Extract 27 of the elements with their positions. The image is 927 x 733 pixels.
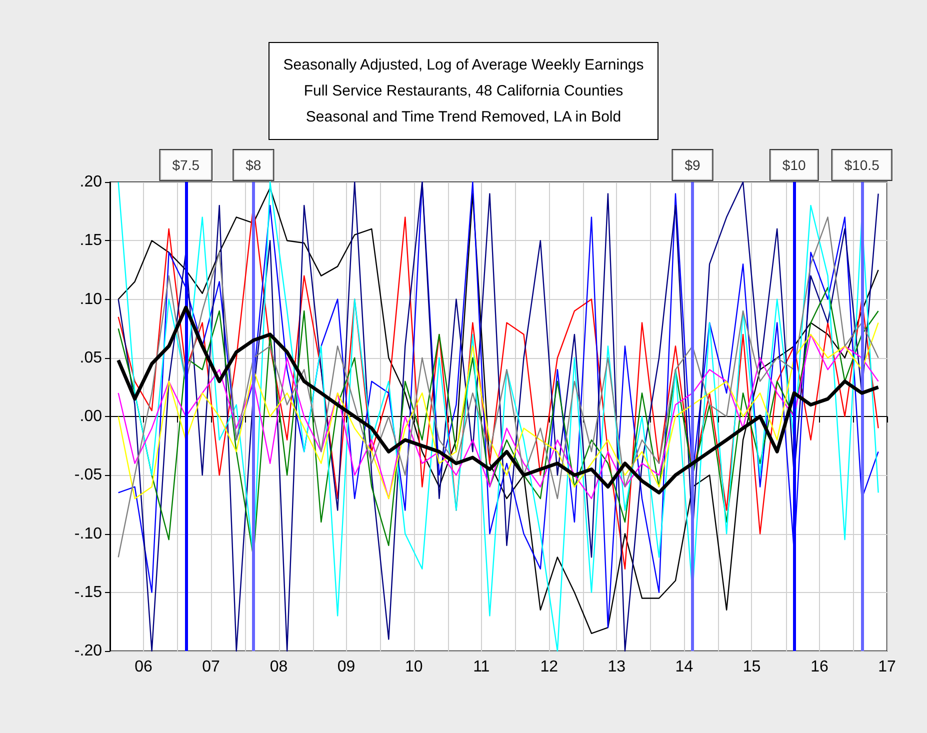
x-tick-label: 14 [675,658,694,676]
chart-title: Seasonally Adjusted, Log of Average Weekly Earnings Full Service Restaurants, 48 California Counties Seasonal and Time Trend Removed, LA in Bold [283,56,644,126]
y-tick-label: -.05 [74,466,102,484]
x-tick-label: 06 [134,658,152,676]
x-tick-label: 08 [270,658,288,676]
y-tick-label: .10 [80,290,102,308]
y-tick-label: .20 [80,174,102,190]
y-tick-label: .05 [80,349,102,366]
x-tick-label: 17 [878,658,896,676]
x-tick-label: 12 [540,658,558,676]
x-tick-label: 10 [404,658,423,676]
y-tick-label: -.20 [74,642,102,660]
text: $10 [782,157,806,173]
x-tick-label: 15 [742,658,761,676]
y-tick-label: .15 [80,232,102,250]
x-tick-label: 09 [337,658,356,676]
x-tick-label: 13 [608,658,626,676]
y-tick-label: -.10 [74,525,102,542]
x-tick-label: 16 [810,658,828,676]
text: $10.5 [844,157,880,173]
x-tick-label: 07 [202,658,220,676]
text: $8 [246,157,262,173]
y-tick-label: -.15 [74,584,102,601]
text: $7.5 [172,157,200,173]
y-tick-label: .00 [80,408,102,425]
text: $9 [684,157,701,173]
x-tick-label: 11 [473,658,490,676]
